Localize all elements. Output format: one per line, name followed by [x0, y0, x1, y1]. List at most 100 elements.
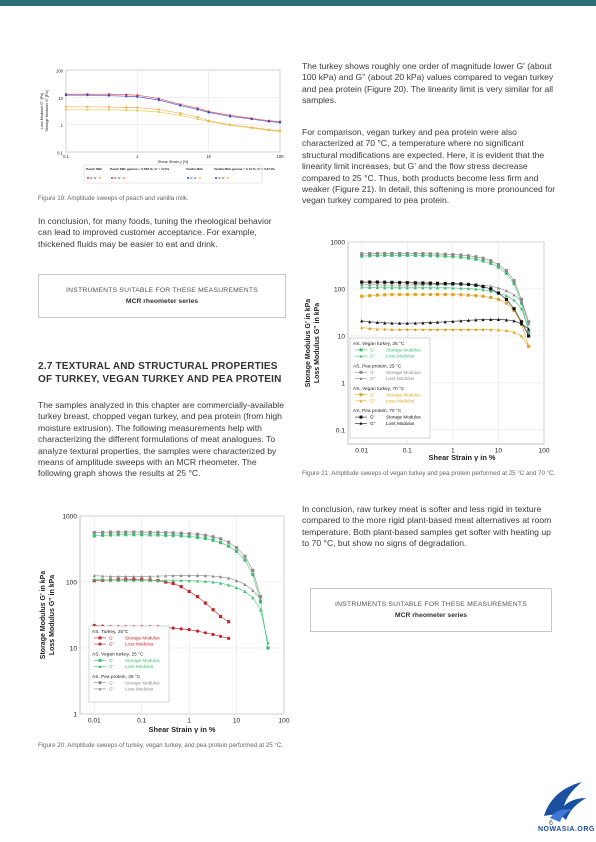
- data-point: [459, 319, 463, 323]
- data-point: [390, 286, 394, 290]
- data-point: [243, 554, 247, 558]
- data-point: [218, 575, 223, 579]
- data-point: [92, 574, 96, 578]
- data-point: [136, 94, 139, 97]
- data-point: [504, 271, 509, 275]
- data-point: [227, 636, 231, 640]
- data-point: [92, 577, 96, 581]
- data-point: [211, 580, 215, 584]
- data-point: [227, 540, 231, 544]
- data-point: [125, 95, 128, 98]
- legend-item-symbol: G': [109, 680, 114, 685]
- data-point: [101, 533, 105, 537]
- legend-marker: [98, 658, 102, 662]
- figure-20: 1 10 100 1000 0.01 0.1 1 10 100 Storage Modulus G…: [38, 506, 292, 735]
- data-point: [148, 574, 152, 578]
- data-point: [195, 535, 200, 539]
- legend-item-symbol: G': [370, 370, 375, 375]
- legend-item-symbol: G': [370, 348, 375, 353]
- data-point: [459, 327, 463, 331]
- legend-marker: [359, 415, 363, 419]
- data-point: [428, 281, 432, 285]
- legend-item-label: Storage Modulus: [125, 680, 160, 685]
- series-line: [66, 93, 281, 122]
- data-point: [243, 582, 247, 586]
- legend-title: AS, Pea protein, 70 °C: [353, 408, 402, 414]
- data-point: [171, 578, 175, 582]
- data-point: [512, 298, 516, 302]
- data-point: [101, 578, 105, 582]
- y-axis-label: Loss Modulus G'' in kPa: [49, 575, 56, 655]
- data-point: [390, 283, 394, 287]
- data-point: [466, 327, 471, 331]
- y-axis-label: Loss Modulus G'' in kPa: [314, 303, 321, 383]
- data-point: [413, 253, 417, 258]
- legend-item-label: Storage Modulus: [386, 392, 421, 397]
- data-point: [405, 281, 409, 285]
- data-point: [360, 326, 364, 330]
- data-point: [481, 294, 485, 298]
- instruments-box-link[interactable]: MCR rheometer series: [125, 298, 199, 305]
- data-point: [195, 532, 200, 536]
- y-axis-label: Storage Modulus G' in kPa: [305, 299, 312, 388]
- data-point: [171, 581, 175, 586]
- data-point: [451, 327, 455, 331]
- data-point: [360, 285, 364, 289]
- data-point: [171, 626, 175, 630]
- data-point: [413, 251, 417, 256]
- x-axis-label: Shear Strain γ in %: [429, 453, 496, 462]
- legend-marker: [359, 354, 363, 358]
- data-point: [211, 538, 215, 542]
- data-point: [234, 546, 239, 550]
- data-point: [140, 530, 144, 534]
- legend-item-symbol: G'': [370, 399, 375, 404]
- data-point: [504, 301, 509, 305]
- legend: Peach Milk G' G'' Peach Milk gamma = 0.598…: [83, 164, 275, 184]
- data-point: [156, 530, 160, 534]
- x-axis-label: Shear Strain γ in %: [149, 725, 216, 734]
- data-point: [405, 253, 409, 257]
- instruments-box-label: INSTRUMENTS SUITABLE FOR THESE MEASUREME…: [66, 287, 258, 294]
- data-point: [218, 634, 223, 638]
- data-point: [157, 110, 160, 114]
- data-point: [250, 126, 253, 130]
- y-tick-label: 100: [56, 69, 64, 74]
- data-point: [86, 105, 89, 108]
- data-point: [196, 115, 199, 119]
- legend-marker: [98, 681, 102, 685]
- data-point: [179, 112, 182, 115]
- data-point: [196, 108, 199, 111]
- x-tick-label: 100: [277, 154, 285, 159]
- legend-item-symbol: G'': [370, 354, 375, 359]
- data-point: [527, 327, 531, 331]
- data-point: [481, 259, 485, 263]
- data-point: [466, 254, 471, 258]
- data-point: [116, 530, 120, 534]
- data-point: [390, 292, 394, 297]
- figure-19-caption: Figure 19: Amplitude sweeps of peach and…: [38, 195, 189, 202]
- data-point: [512, 293, 516, 297]
- data-point: [140, 578, 144, 582]
- data-point: [383, 283, 387, 287]
- x-tick-label: 100: [538, 448, 549, 455]
- data-point: [527, 322, 531, 326]
- y-axis-label: Storage Modulus G' in kPa: [40, 571, 47, 660]
- legend-title: AS, Vegan turkey, 25 °C: [353, 341, 405, 347]
- data-point: [459, 282, 463, 286]
- data-point: [203, 579, 207, 584]
- data-point: [108, 530, 113, 534]
- data-point: [164, 533, 168, 537]
- legend-marker: [187, 177, 189, 179]
- data-point: [124, 578, 128, 582]
- data-point: [203, 574, 207, 578]
- data-point: [489, 317, 493, 321]
- data-point: [413, 283, 417, 287]
- data-point: [211, 632, 215, 637]
- data-point: [466, 286, 471, 291]
- legend-title: AS, Vegan turkey, 70 °C: [353, 386, 405, 392]
- data-point: [405, 286, 409, 290]
- instruments-box-link[interactable]: MCR rheometer series: [394, 612, 468, 619]
- legend-frame: [349, 337, 431, 439]
- x-tick-label: 10: [495, 448, 503, 455]
